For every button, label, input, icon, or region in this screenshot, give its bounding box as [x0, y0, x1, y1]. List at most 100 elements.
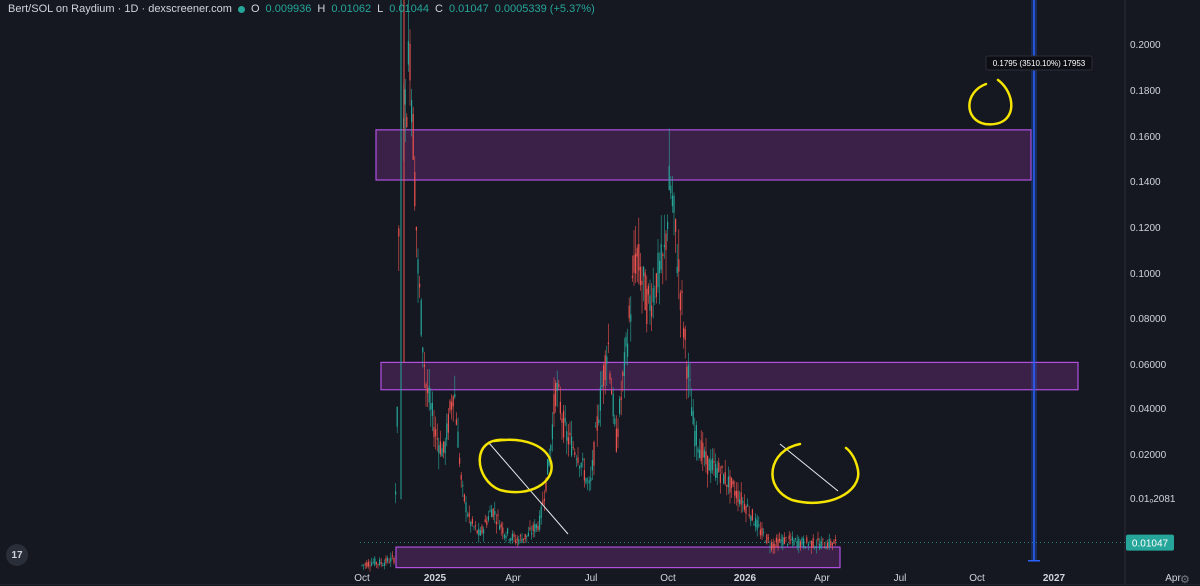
candle: [777, 539, 779, 548]
candle: [412, 114, 414, 160]
candle: [835, 539, 837, 541]
candle: [454, 393, 456, 398]
candle: [643, 266, 645, 277]
candle: [500, 524, 502, 528]
candle: [775, 537, 777, 542]
candle: [651, 305, 653, 317]
candle: [723, 474, 725, 484]
candle: [635, 253, 637, 274]
time-axis-tick: Oct: [969, 573, 985, 584]
candle: [796, 540, 798, 548]
resistance-zone: [395, 546, 841, 569]
candle: [582, 458, 584, 461]
candle: [467, 514, 469, 516]
candle: [419, 283, 421, 288]
candle: [459, 457, 461, 464]
candles: [361, 0, 837, 572]
candle: [727, 476, 729, 488]
candle: [612, 394, 614, 417]
candle: [673, 195, 675, 213]
candle: [774, 543, 776, 549]
candle: [715, 463, 717, 478]
candle: [750, 516, 752, 522]
candle: [604, 354, 606, 380]
candle: [529, 527, 531, 530]
time-axis-tick: 2025: [424, 573, 447, 584]
annotation-circle: [968, 78, 1013, 126]
candle: [556, 382, 558, 392]
price-axis-tick: 0.1000: [1130, 269, 1161, 280]
candle: [617, 428, 619, 438]
candle: [783, 537, 785, 545]
candle: [596, 416, 598, 431]
candle: [460, 474, 462, 480]
candle: [406, 117, 408, 128]
close-value: 0.01047: [448, 3, 489, 15]
resistance-zone: [375, 129, 1032, 181]
candle: [531, 533, 533, 535]
candle: [598, 419, 600, 424]
candle: [751, 509, 753, 520]
candle: [555, 382, 557, 406]
candle: [780, 539, 782, 542]
candle: [551, 424, 553, 440]
candle: [695, 424, 697, 446]
candle: [367, 561, 369, 567]
candle: [615, 428, 617, 452]
candle: [379, 559, 381, 566]
candle: [686, 366, 688, 380]
candle: [799, 541, 801, 547]
candle: [831, 543, 833, 546]
candle: [537, 525, 539, 530]
candle: [470, 521, 472, 527]
candle: [473, 526, 475, 528]
symbol-title[interactable]: Bert/SOL on Raydium · 1D · dexscreener.c…: [8, 3, 232, 15]
candle: [539, 515, 541, 530]
candle: [641, 280, 643, 285]
candle: [622, 372, 624, 376]
candle: [667, 221, 669, 230]
candle: [823, 547, 825, 549]
candle: [577, 457, 579, 464]
candle: [734, 490, 736, 496]
candle: [495, 521, 497, 525]
candle: [587, 479, 589, 481]
high-value: 0.01062: [331, 3, 372, 15]
candle: [391, 555, 393, 557]
gear-icon[interactable]: ⚙: [1180, 574, 1190, 586]
candle: [422, 347, 424, 353]
candle: [433, 427, 435, 438]
candle: [451, 402, 453, 410]
candle: [603, 365, 605, 386]
candle: [827, 542, 829, 548]
candle: [721, 465, 723, 469]
candle: [611, 390, 613, 395]
time-axis-tick: Apr: [505, 573, 521, 584]
low-value: 0.01044: [389, 3, 430, 15]
price-axis-tick: 0.02000: [1130, 450, 1167, 461]
candle: [430, 403, 432, 410]
tradingview-logo-icon[interactable]: 17: [6, 544, 28, 566]
candle: [636, 247, 638, 257]
candle: [499, 525, 501, 530]
candle: [505, 535, 507, 539]
time-axis-tick: 2026: [734, 573, 757, 584]
candle: [809, 541, 811, 543]
candle: [511, 533, 513, 540]
trend-line: [488, 442, 569, 535]
candle: [659, 260, 661, 274]
candle: [510, 538, 512, 542]
candle: [606, 356, 608, 364]
measure-label-box: [985, 55, 1093, 71]
candle: [726, 484, 728, 487]
candle: [785, 537, 787, 538]
candle: [795, 538, 797, 540]
candle: [620, 396, 622, 400]
candle: [814, 546, 816, 549]
candle: [675, 219, 677, 232]
candle: [663, 244, 665, 248]
candle: [694, 430, 696, 447]
open-value: 0.009936: [265, 3, 312, 15]
